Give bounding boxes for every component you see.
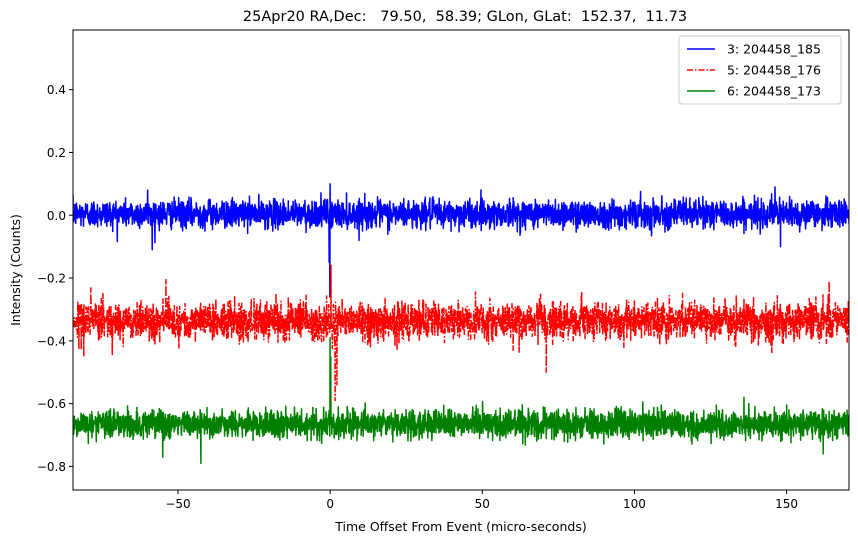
x-tick-label: 150 (775, 497, 798, 511)
axes: −50 0 50 100 150 −0.8 −0.6 −0.4 −0.2 0.0 0.2 0.4 (37, 29, 850, 511)
x-tick-label: −50 (165, 497, 190, 511)
y-tick-label: 0.0 (47, 209, 66, 223)
series-line-1 (73, 183, 849, 298)
series-line-2 (73, 264, 849, 402)
y-tick-label: −0.8 (37, 460, 66, 474)
y-axis-title: Intensity (Counts) (8, 214, 23, 326)
legend-label-3: 6: 204458_173 (719, 84, 821, 99)
plot-area (73, 183, 849, 465)
y-tick-label: −0.4 (37, 334, 66, 348)
legend: 3: 204458_185 5: 204458_176 6: 204458_17… (678, 35, 842, 105)
y-tick-label: −0.6 (37, 397, 66, 411)
x-tick-label: 50 (475, 497, 490, 511)
x-tick-label: 0 (326, 497, 334, 511)
chart-title: 25Apr20 RA,Dec: 79.50, 58.39; GLon, GLat… (243, 9, 687, 25)
y-tick-label: −0.2 (37, 272, 66, 286)
x-tick-label: 100 (623, 497, 646, 511)
y-tick-label: 0.2 (47, 146, 66, 160)
y-tick-label: 0.4 (47, 83, 66, 97)
series-line-3 (73, 336, 849, 465)
legend-label-1: 3: 204458_185 (719, 42, 821, 57)
legend-label-2: 5: 204458_176 (719, 63, 821, 78)
x-axis-title: Time Offset From Event (micro-seconds) (334, 519, 586, 534)
legend-box (678, 35, 842, 105)
plot-frame (72, 29, 850, 491)
